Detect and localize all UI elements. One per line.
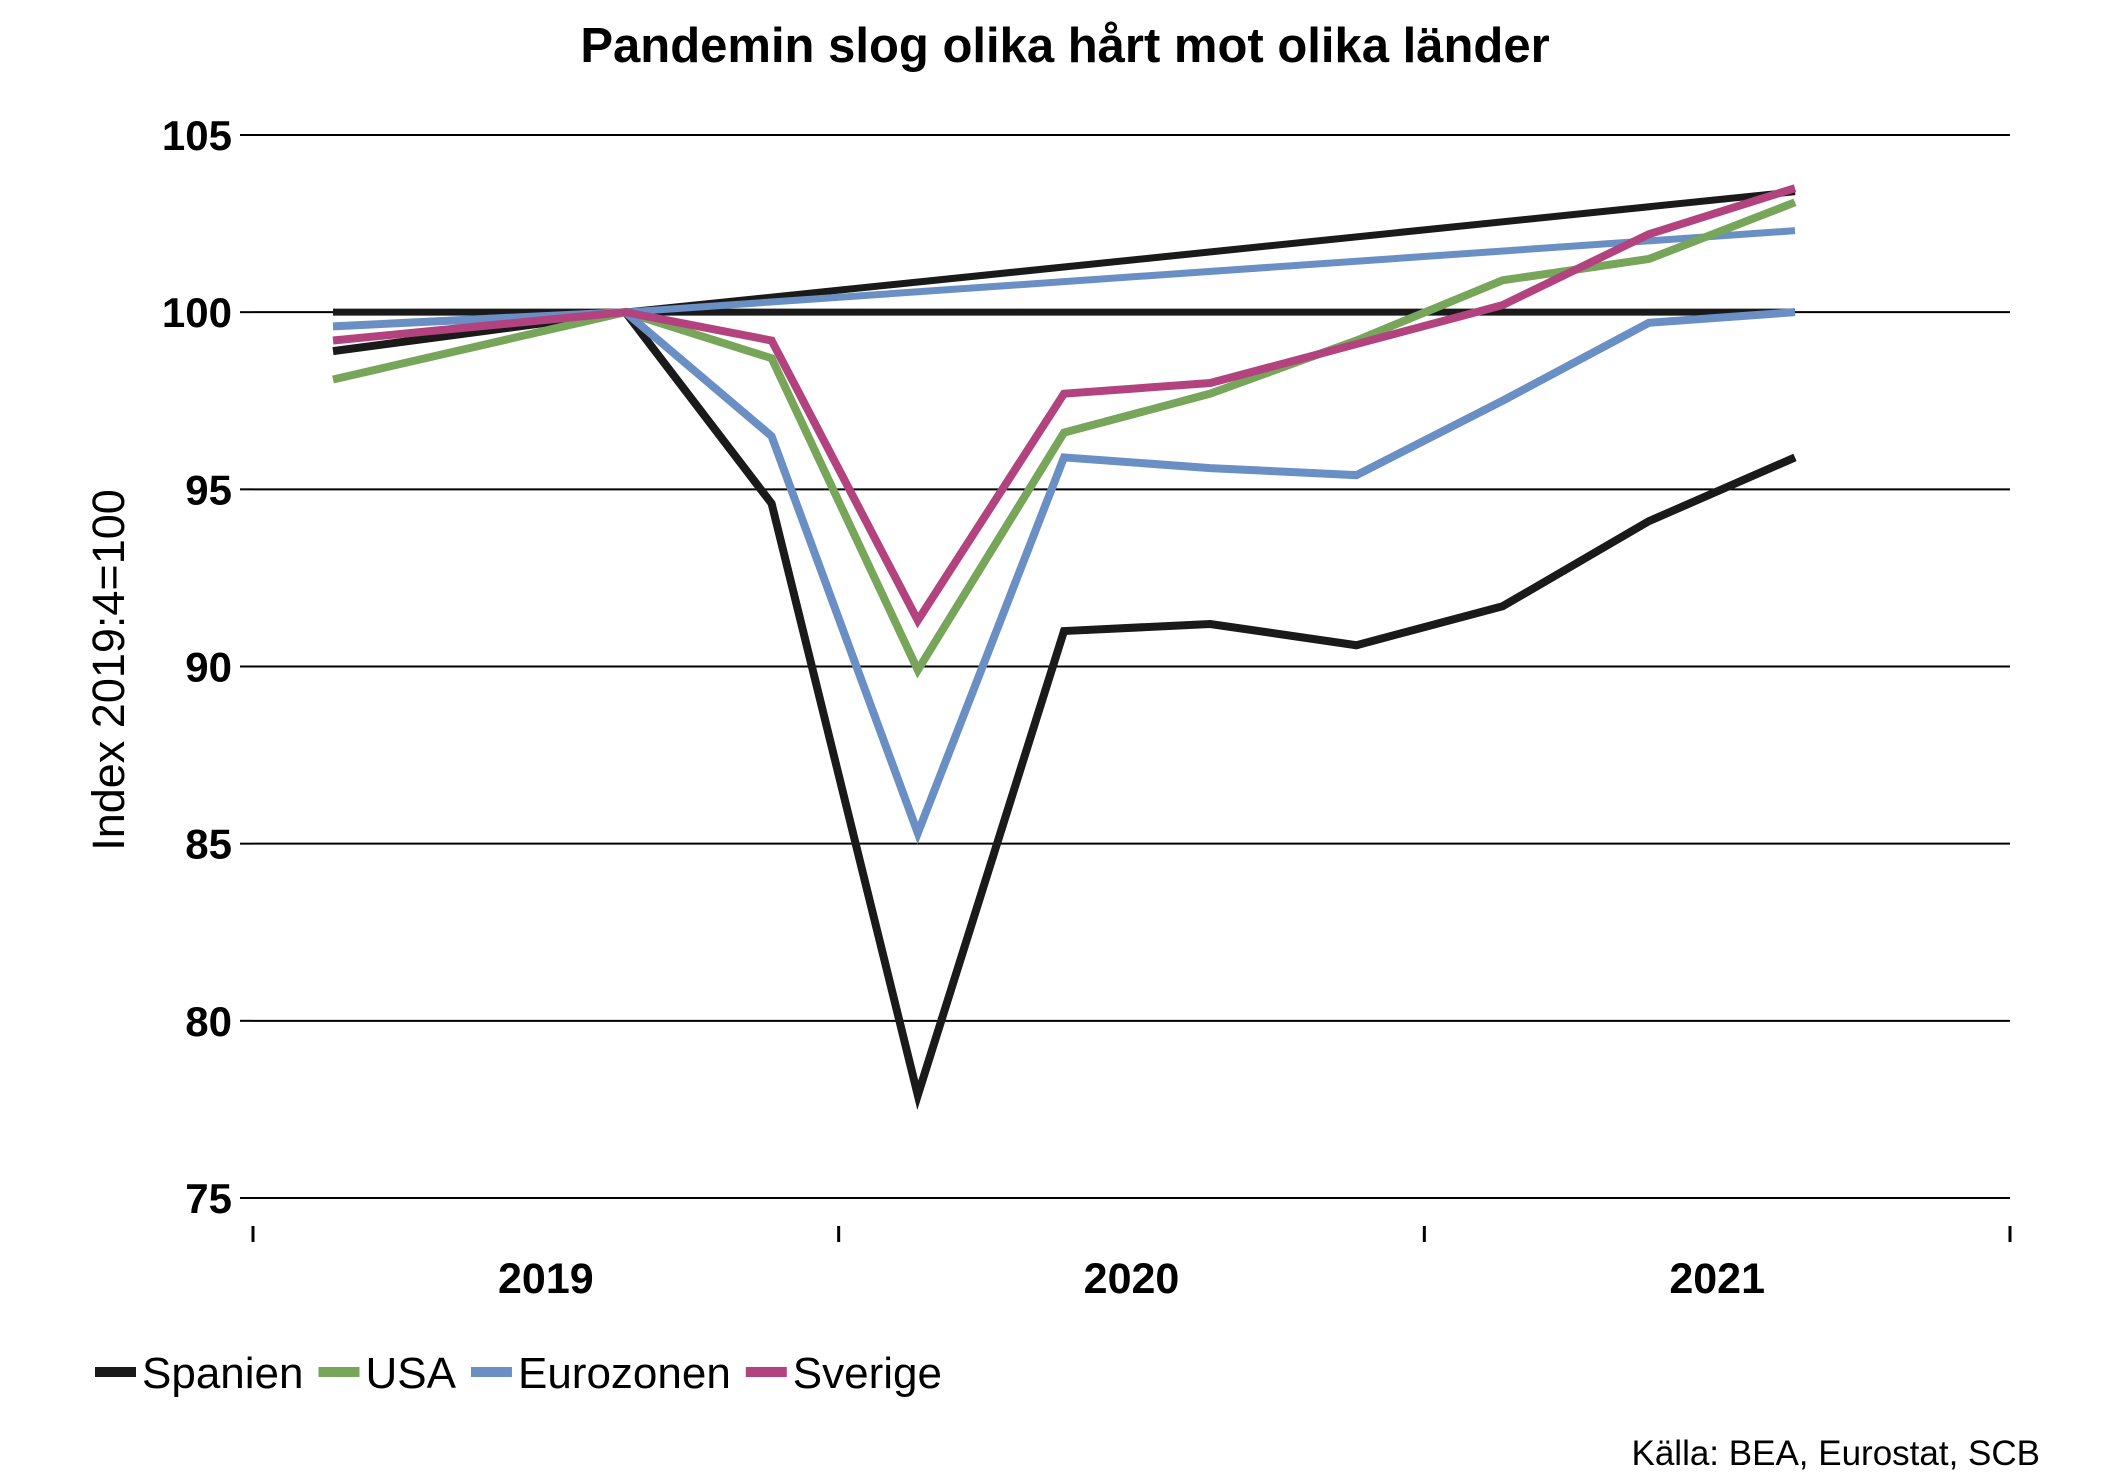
x-axis: 2019 2020 2021 [251,1226,2012,1303]
series-line-spanien [332,307,1797,1111]
chart-title: Pandemin slog olika hårt mot olika lände… [580,19,1549,73]
legend-item: Eurozonen [470,1349,731,1398]
y-tick-label: 75 [185,1175,232,1222]
legend-item: USA [318,1349,457,1398]
legend-label: Eurozonen [518,1349,731,1398]
reference-line [625,227,1796,316]
legend-item: Spanien [95,1349,303,1398]
series-line-sverige [332,184,1797,629]
y-axis-label: Index 2019:4=100 [83,489,134,851]
x-tick-label: 2021 [1669,1255,1765,1303]
legend: Spanien USA Eurozonen Sverige [95,1349,942,1398]
y-tick-label: 80 [185,998,232,1045]
x-tick-label: 2019 [498,1255,594,1303]
y-tick-label: 100 [162,289,232,336]
y-tick-label: 105 [162,112,232,159]
legend-label: Sverige [793,1349,942,1398]
series-line-eurozonen [332,308,1796,845]
reference-lines [333,188,1796,316]
legend-item: Sverige [745,1349,942,1398]
gridlines [253,134,2010,1199]
legend-label: USA [365,1349,456,1398]
y-axis-ticks: 75 80 85 90 95 100 105 [162,112,253,1222]
x-tick-label: 2020 [1084,1255,1180,1303]
series-lines [332,184,1797,1111]
source-note: Källa: BEA, Eurostat, SCB [1631,1434,2040,1473]
reference-line [625,188,1796,316]
y-tick-label: 95 [185,466,232,513]
legend-label: Spanien [142,1349,303,1398]
y-tick-label: 90 [185,644,232,691]
y-tick-label: 85 [185,821,232,868]
